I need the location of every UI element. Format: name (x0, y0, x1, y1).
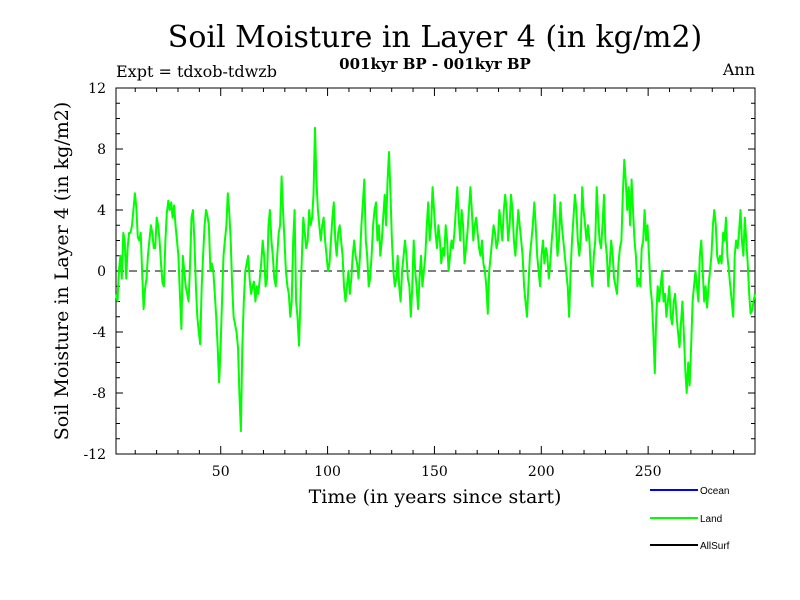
legend: Ocean Land AllSurf (650, 486, 730, 552)
y-tick-label: 12 (88, 81, 106, 97)
series-line-land (115, 126, 756, 433)
legend-label: Ocean (700, 486, 729, 497)
y-tick-label: -4 (92, 325, 106, 341)
y-tick-label: 8 (97, 142, 106, 158)
y-tick-label: 4 (97, 203, 106, 219)
y-tick-label: 0 (97, 264, 106, 280)
x-axis: 50 100 150 200 250 (134, 88, 735, 480)
x-tick-label: 100 (314, 464, 341, 480)
legend-label: Land (700, 514, 722, 525)
x-tick-label: 200 (528, 464, 555, 480)
series-group (115, 126, 756, 433)
chart-title: Soil Moisture in Layer 4 (in kg/m2) (168, 20, 702, 55)
chart-subtitle: 001kyr BP - 001kyr BP (339, 55, 531, 73)
x-axis-label: Time (in years since start) (309, 486, 562, 508)
y-tick-label: -8 (92, 386, 106, 402)
x-tick-label: 50 (212, 464, 230, 480)
y-axis-label: Soil Moisture in Layer 4 (in kg/m2) (51, 102, 73, 441)
x-tick-label: 150 (421, 464, 448, 480)
y-tick-label: -12 (83, 447, 106, 463)
x-tick-label: 250 (635, 464, 662, 480)
season-label: Ann (722, 60, 755, 79)
y-axis: -12 -8 -4 0 4 8 12 (83, 81, 755, 463)
legend-label: AllSurf (700, 541, 730, 552)
experiment-label: Expt = tdxob-tdwzb (116, 62, 277, 81)
